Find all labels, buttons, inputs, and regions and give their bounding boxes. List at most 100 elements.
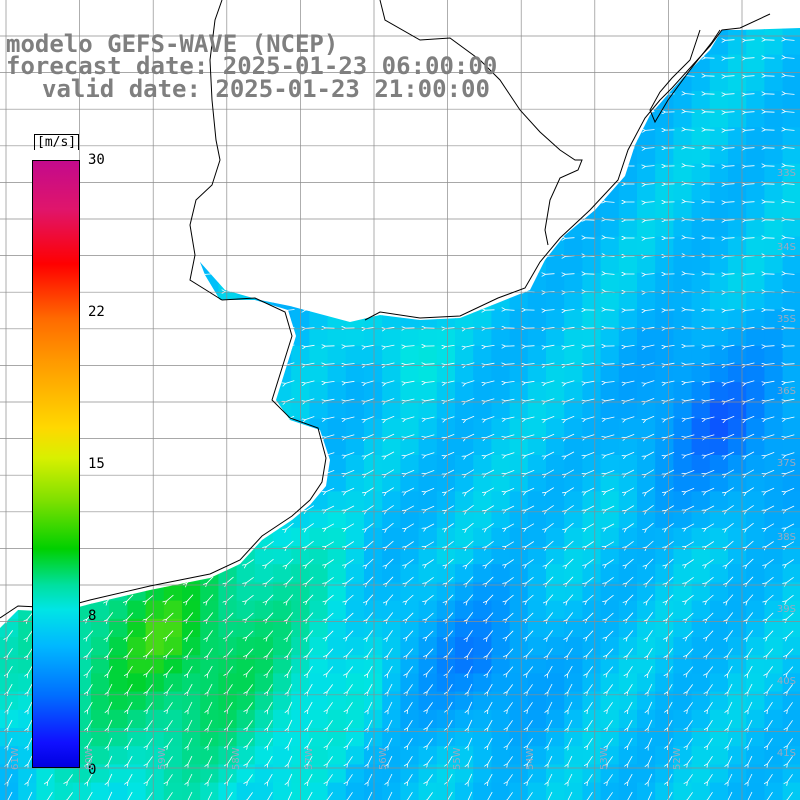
speed-cell (509, 600, 529, 620)
speed-cell (673, 527, 693, 547)
wind-arrow (346, 380, 355, 382)
speed-cell (145, 764, 165, 784)
speed-cell (509, 345, 529, 365)
speed-cell (673, 400, 693, 420)
speed-cell (345, 546, 365, 565)
speed-cell (364, 382, 383, 401)
speed-cell (163, 764, 183, 784)
wind-arrow (726, 166, 735, 167)
speed-cell (564, 491, 583, 511)
speed-cell (182, 782, 201, 800)
speed-cell (309, 564, 329, 583)
speed-cell (564, 709, 583, 729)
speed-cell (218, 782, 238, 800)
speed-cell (400, 655, 420, 674)
speed-cell (546, 418, 565, 438)
speed-cell (637, 200, 656, 219)
speed-cell (309, 673, 329, 693)
wind-arrow (726, 148, 735, 149)
speed-cell (509, 618, 529, 638)
speed-cell (764, 637, 784, 656)
speed-cell (436, 546, 456, 565)
speed-cell (764, 618, 784, 638)
speed-cell (618, 728, 638, 747)
speed-cell (527, 400, 547, 420)
speed-cell (673, 691, 693, 711)
speed-cell (473, 527, 492, 547)
wind-arrow (486, 345, 495, 346)
wind-arrow (686, 274, 695, 275)
speed-cell (509, 655, 529, 674)
speed-cell (127, 600, 147, 620)
speed-cell (400, 509, 420, 529)
wind-arrow (546, 274, 555, 275)
speed-cell (691, 236, 711, 256)
wind-arrow (406, 346, 415, 347)
speed-cell (655, 655, 674, 674)
speed-cell (673, 509, 693, 529)
speed-cell (564, 236, 583, 256)
speed-cell (618, 436, 638, 456)
latitude-label: 35S (776, 314, 796, 325)
speed-cell (491, 436, 511, 456)
speed-cell (655, 345, 674, 365)
speed-cell (764, 163, 784, 183)
speed-cell (782, 364, 800, 383)
speed-cell (546, 364, 565, 383)
speed-cell (400, 436, 420, 456)
speed-cell (564, 291, 583, 310)
speed-cell (509, 436, 529, 456)
latitude-label: 39S (776, 604, 796, 615)
speed-cell (728, 728, 747, 747)
speed-cell (618, 546, 638, 565)
speed-cell (673, 273, 693, 292)
speed-cell (418, 618, 438, 638)
speed-cell (782, 691, 800, 711)
speed-cell (309, 582, 329, 602)
speed-cell (546, 782, 565, 800)
speed-cell (782, 54, 800, 74)
speed-cell (709, 546, 729, 565)
speed-cell (600, 291, 620, 310)
wind-arrow (686, 112, 695, 113)
speed-cell (273, 764, 292, 784)
speed-cell (546, 273, 565, 292)
wind-arrow (746, 58, 755, 59)
latitude-label: 36S (776, 386, 796, 397)
wind-arrow (766, 346, 775, 347)
speed-cell (600, 400, 620, 420)
speed-cell (673, 728, 693, 747)
speed-cell (473, 564, 492, 583)
speed-cell (509, 473, 529, 492)
speed-cell (400, 764, 420, 784)
speed-cell (418, 345, 438, 365)
speed-cell (546, 254, 565, 274)
speed-cell (582, 600, 602, 620)
speed-cell (728, 709, 747, 729)
wind-arrow (306, 380, 315, 383)
speed-cell (527, 327, 547, 347)
speed-cell (145, 782, 165, 800)
speed-cell (600, 691, 620, 711)
speed-cell (182, 691, 201, 711)
speed-cell (746, 309, 765, 329)
speed-cell (782, 655, 800, 674)
wind-arrow (686, 94, 695, 95)
speed-cell (673, 491, 693, 511)
speed-cell (709, 236, 729, 256)
speed-cell (564, 309, 583, 329)
speed-cell (473, 364, 492, 383)
speed-cell (400, 637, 420, 656)
speed-cell (728, 254, 747, 274)
speed-cell (327, 382, 347, 401)
wind-arrow (566, 362, 575, 365)
speed-cell (582, 546, 602, 565)
wind-arrow (626, 380, 635, 383)
speed-cell (345, 400, 365, 420)
speed-cell (163, 673, 183, 693)
speed-cell (655, 218, 674, 238)
speed-cell (309, 618, 329, 638)
speed-cell (127, 728, 147, 747)
speed-cell (600, 455, 620, 474)
speed-cell (218, 764, 238, 784)
